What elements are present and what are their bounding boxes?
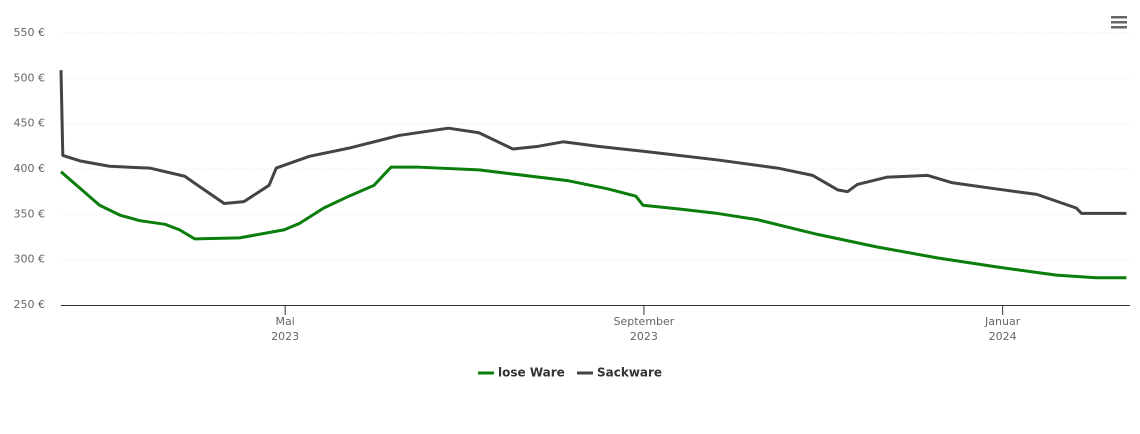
legend-label: Sackware [597,366,662,380]
x-tick-sublabel: 2023 [271,330,299,343]
menu-bar[interactable] [1111,16,1127,19]
x-tick-label: Mai [276,315,295,328]
y-tick-label: 350 € [14,207,46,220]
legend-label: lose Ware [498,366,565,380]
y-tick-label: 400 € [14,162,46,175]
y-tick-label: 550 € [14,26,46,39]
menu-bar[interactable] [1111,21,1127,24]
x-tick-label: September [614,315,675,328]
x-tick-sublabel: 2023 [630,330,658,343]
menu-bar[interactable] [1111,26,1127,29]
series-line [59,70,1127,215]
y-tick-label: 500 € [14,71,46,84]
y-tick-label: 450 € [14,117,46,130]
series-line [60,165,1127,280]
menu-icon[interactable] [1111,16,1127,29]
legend: lose Ware Sackware [478,366,662,380]
x-tick-sublabel: 2024 [989,330,1017,343]
y-tick-label: 300 € [14,253,46,266]
y-tick-label: 250 € [14,298,46,311]
x-tick-label: Januar [984,315,1021,328]
